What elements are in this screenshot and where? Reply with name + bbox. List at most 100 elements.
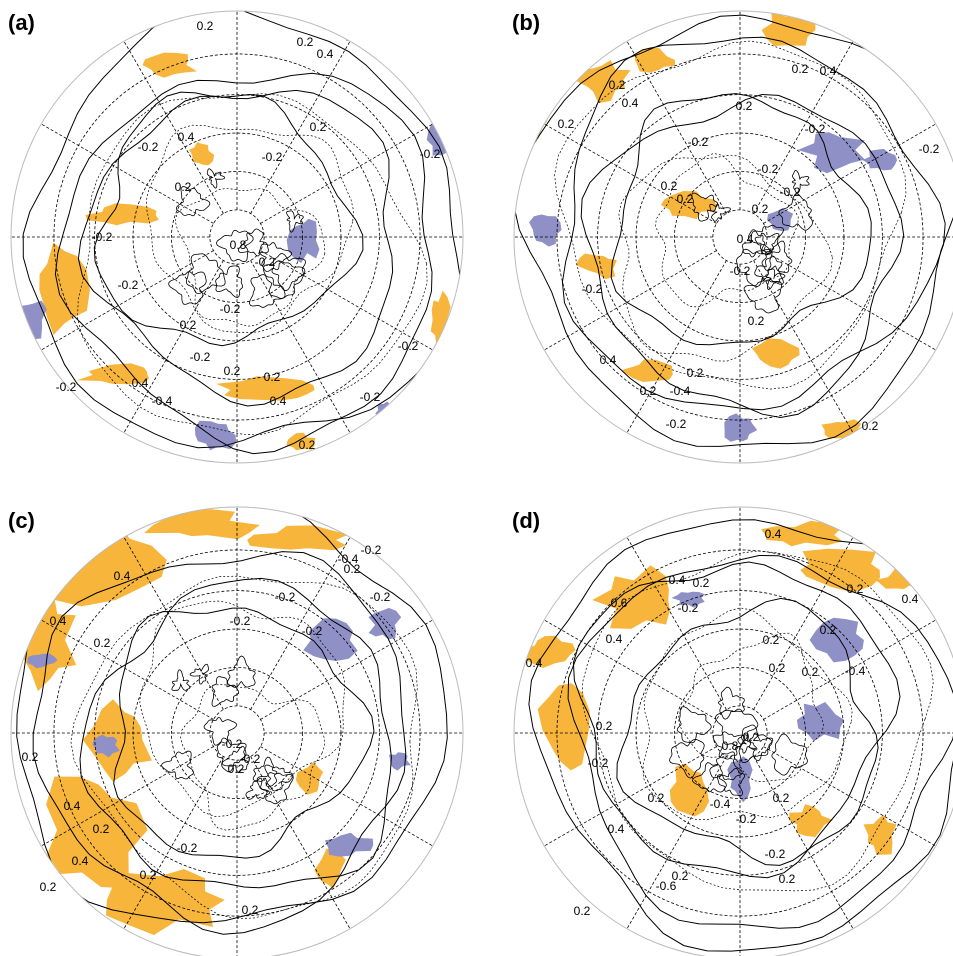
contour-label: -0.2: [361, 543, 382, 557]
contour-label: 0.2: [748, 314, 765, 328]
coastline: [162, 751, 194, 779]
contour-label: -0.2: [255, 255, 276, 269]
contour-label: 0.4: [178, 130, 195, 144]
longitude-line: [627, 537, 726, 709]
panel-label: (c): [8, 508, 35, 533]
contour-label: 0.4: [317, 47, 334, 61]
contour-label: 0.4: [270, 394, 287, 408]
contour-label: 0.4: [622, 96, 639, 110]
contour-label: -0.2: [222, 737, 243, 751]
contour-label: -0.2: [588, 756, 609, 770]
negative-area: [810, 618, 864, 663]
contour-label: 0.2: [802, 665, 819, 679]
longitude-line: [544, 251, 716, 350]
longitude-line: [754, 756, 853, 928]
contour-label: 0.2: [197, 19, 214, 33]
positive-area: [189, 142, 214, 165]
contour-label: 0.8: [230, 238, 247, 252]
positive-area: [670, 764, 709, 817]
coastline: [207, 169, 225, 188]
contour-label: 0.2: [175, 180, 192, 194]
contour-label: 0.4: [608, 822, 625, 836]
contour-label: -0.2: [420, 147, 441, 161]
contour-label: 0.2: [661, 179, 678, 193]
contour-label: 0.2: [297, 35, 314, 49]
coastline: [190, 664, 209, 684]
figure: 0.20.20.40.2-0.20.4-0.20.20.8-0.2-0.2-0.…: [0, 0, 953, 956]
contour-label: 0.2: [792, 62, 809, 76]
contour-label: 0.4: [64, 799, 81, 813]
positive-area: [144, 508, 260, 539]
contour-label: 0.4: [820, 64, 837, 78]
coastline: [172, 670, 190, 691]
contour-label: 0.4: [765, 527, 782, 541]
contour-label: 0.4: [132, 376, 149, 390]
negative-area: [15, 301, 47, 340]
contour-label: 0.2: [40, 880, 57, 894]
coastline: [212, 677, 239, 707]
contour-label: 0.8: [722, 739, 739, 753]
contour-label: 0.2: [773, 791, 790, 805]
contour-label: 0.2: [779, 872, 796, 886]
contour-label: -0.2: [138, 140, 159, 154]
contour-label: -0.4: [670, 384, 691, 398]
contour-label: 0.2: [687, 366, 704, 380]
contour-label: 0.2: [743, 730, 760, 744]
page: 0.20.20.40.2-0.20.4-0.20.20.8-0.2-0.2-0.…: [0, 0, 953, 956]
positive-area: [762, 9, 816, 46]
contour-label: -0.2: [582, 282, 603, 296]
negative-area: [369, 608, 402, 640]
positive-area: [296, 762, 323, 795]
panel-label: (a): [8, 10, 35, 35]
contour-negative: [656, 153, 799, 307]
contour-label: 0.2: [93, 822, 110, 836]
positive-area: [431, 291, 451, 351]
longitude-line: [763, 251, 935, 350]
contour-label: 0.2: [820, 623, 837, 637]
contour-label: 0.2: [596, 719, 613, 733]
contour: [611, 94, 871, 345]
positive-area: [83, 699, 152, 782]
positive-area: [821, 419, 861, 438]
contour-label: -0.2: [262, 150, 283, 164]
map-panel: [11, 488, 463, 956]
negative-area: [389, 752, 411, 770]
contour-label: -0.2: [765, 847, 786, 861]
negative-area: [863, 149, 898, 171]
contour-label: 0.2: [94, 636, 111, 650]
contour: [562, 37, 945, 410]
contour-label: 0.2: [224, 364, 241, 378]
contour-label: 0.4: [526, 656, 543, 670]
positive-area: [577, 921, 619, 950]
map-panel: [11, 5, 463, 463]
contour-label: -0.2: [302, 624, 323, 638]
contour-label: 0.4: [902, 592, 919, 606]
contour-label: 0.6: [611, 596, 628, 610]
contour-label: -0.2: [758, 162, 779, 176]
negative-area: [325, 833, 373, 857]
contour-label: -0.2: [678, 601, 699, 615]
contour-label: -0.2: [370, 590, 391, 604]
contour-label: -0.4: [152, 394, 173, 408]
contour-label: -0.2: [360, 390, 381, 404]
contour-label: -0.2: [730, 264, 751, 278]
positive-area: [576, 254, 617, 280]
positive-area: [752, 338, 800, 368]
contour-label: -0.2: [666, 417, 687, 431]
panel-label: (d): [512, 508, 540, 533]
longitude-line: [251, 260, 350, 432]
contour-label: -0.2: [398, 339, 419, 353]
contour-negative: [678, 633, 823, 782]
contour-label: 0.2: [677, 192, 694, 206]
contour-label: 0.4: [606, 632, 623, 646]
contour-label: -0.2: [220, 302, 241, 316]
positive-area: [592, 565, 670, 629]
positive-area: [520, 82, 549, 140]
contour-label: -0.2: [736, 812, 757, 826]
contour-label: 0.2: [558, 117, 575, 131]
contour-label: 0.2: [752, 202, 769, 216]
negative-area: [287, 219, 320, 263]
contour-label: -0.4: [845, 664, 866, 678]
contour-label: 0.2: [693, 576, 710, 590]
contour-label: 0.4: [669, 573, 686, 587]
